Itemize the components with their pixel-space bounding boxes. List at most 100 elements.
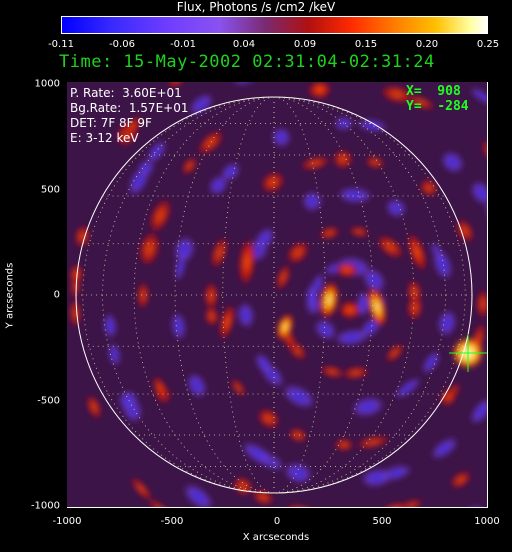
flux-blob	[254, 226, 276, 251]
x-tick-label: 500	[372, 516, 392, 527]
flux-blob	[283, 461, 314, 485]
flux-blob	[173, 235, 196, 265]
longitude-line	[273, 96, 466, 494]
flux-blob	[138, 230, 161, 268]
flux-blob	[361, 267, 387, 294]
flux-blob	[308, 82, 332, 101]
solar-map-svg	[67, 82, 488, 508]
flux-blob	[348, 226, 370, 238]
flux-blob	[479, 138, 488, 170]
colorbar	[61, 16, 488, 34]
cursor-y-readout: Y= -284	[406, 99, 469, 114]
flux-blob	[333, 328, 371, 347]
flux-blob	[146, 497, 176, 508]
colorbar-tick: -0.01	[170, 39, 196, 50]
flux-blob	[336, 186, 374, 204]
flux-blob	[186, 372, 208, 399]
flux-blob	[333, 438, 355, 452]
colorbar-tick: 0.15	[354, 39, 378, 50]
cursor-crosshair	[449, 334, 488, 372]
flux-blob	[313, 318, 338, 341]
flux-blob	[270, 126, 292, 149]
y-tick-label: -1000	[30, 500, 60, 512]
flux-blob	[218, 302, 236, 342]
flux-blob	[406, 278, 423, 306]
flux-blob	[230, 377, 247, 398]
longitude-line	[273, 96, 415, 494]
flux-blob	[299, 155, 332, 171]
flux-blob	[379, 84, 415, 105]
flux-blob	[359, 467, 394, 488]
flux-blob	[196, 129, 225, 156]
flux-blob	[335, 262, 359, 278]
flux-blob	[130, 476, 153, 502]
flux-blob	[285, 240, 310, 265]
flux-blob	[357, 290, 369, 318]
flux-blob	[385, 197, 408, 219]
flux-blob	[406, 94, 437, 111]
flux-blob	[436, 308, 458, 338]
flux-blob	[338, 300, 362, 320]
longitude-line	[102, 96, 275, 494]
x-tick-label: 1000	[474, 516, 500, 527]
flux-blob	[254, 352, 274, 376]
flux-blob	[419, 178, 439, 198]
colorbar-tick: 0.20	[415, 39, 439, 50]
flux-blob	[475, 288, 488, 320]
flux-blob	[148, 197, 173, 234]
colorbar-tick: -0.11	[48, 39, 74, 50]
flux-blob	[204, 305, 220, 328]
flux-blob	[182, 482, 215, 508]
time-range-title: Time: 15-May-2002 02:31:04-02:31:24	[59, 52, 435, 72]
flux-blob	[406, 231, 428, 273]
flux-blob	[220, 161, 241, 183]
longitude-line	[273, 96, 446, 494]
flux-blob	[384, 342, 405, 363]
flux-blob	[240, 441, 275, 467]
flux-blob	[69, 262, 84, 286]
flux-blob	[350, 396, 386, 418]
flux-blob	[237, 236, 257, 288]
flux-blob	[354, 435, 391, 449]
flux-blob	[209, 235, 229, 270]
flux-blob	[306, 283, 318, 311]
y-tick-label: 1000	[34, 78, 60, 90]
colorbar-tick: 0.25	[476, 39, 500, 50]
energy-label: E: 3-12 keV	[70, 131, 139, 145]
flux-blob	[355, 118, 389, 133]
flux-blob	[260, 170, 286, 194]
flux-blob	[366, 285, 388, 329]
flux-blob	[170, 311, 187, 342]
y-tick-label: 0	[53, 289, 60, 301]
flux-blob	[166, 82, 187, 89]
flux-blob	[181, 156, 198, 176]
x-tick-label: -1000	[52, 516, 82, 527]
flux-blob	[440, 150, 465, 174]
flux-blob	[281, 383, 317, 410]
flux-blob	[236, 301, 255, 330]
image-plot[interactable]	[67, 82, 488, 508]
flux-blob	[449, 470, 472, 490]
longitude-line	[82, 96, 275, 494]
flux-blob	[364, 155, 386, 169]
flux-blob	[378, 501, 412, 508]
flux-blob	[439, 387, 458, 407]
flux-blob	[287, 427, 309, 443]
flux-blob	[375, 234, 405, 260]
flux-blob	[341, 366, 371, 380]
flux-blob	[136, 280, 150, 311]
background-rate-label: Bg.Rate: 1.57E+01	[70, 101, 189, 115]
flux-blob	[469, 86, 488, 106]
heliographic-grid	[76, 96, 472, 494]
plot-frame	[67, 82, 488, 508]
cursor-x-readout: X= 908	[406, 84, 461, 99]
x-tick-label: 0	[273, 516, 281, 527]
y-tick-label: -500	[37, 395, 60, 407]
y-axis-label: Y arcseconds	[4, 262, 16, 329]
peak-rate-label: P. Rate: 3.60E+01	[70, 86, 182, 100]
longitude-line	[133, 96, 275, 494]
flux-blob	[123, 114, 143, 138]
detectors-label: DET: 7F 8F 9F	[70, 116, 152, 130]
x-tick-label: -500	[160, 516, 184, 527]
flux-blob	[393, 376, 423, 400]
